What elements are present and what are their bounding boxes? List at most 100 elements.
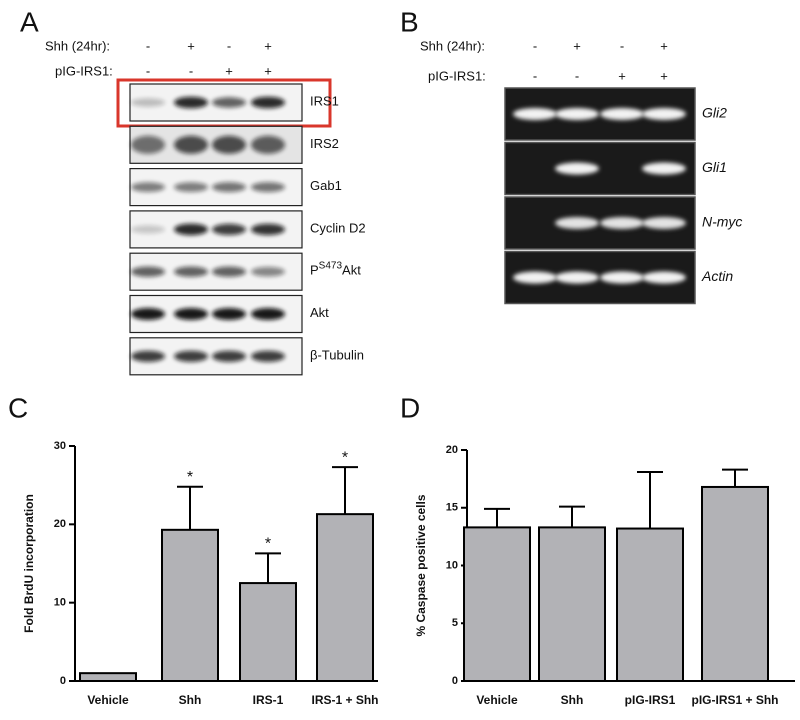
significance-marker: *: [187, 469, 193, 486]
gel-band: [555, 108, 599, 120]
blot-band: [212, 135, 246, 154]
condition-sign: +: [264, 38, 272, 53]
blot-band: [131, 266, 165, 277]
blot-band: [212, 97, 246, 108]
blot-band: [131, 135, 165, 154]
condition-sign: -: [533, 68, 537, 83]
condition-label: pIG-IRS1:: [55, 63, 113, 78]
blot-label-text: Akt: [310, 305, 329, 320]
condition-sign: +: [618, 68, 626, 83]
x-tick-label: IRS-1: [253, 693, 284, 707]
condition-sign: +: [264, 63, 272, 78]
blot-label-sup: S473: [319, 260, 343, 271]
gel-band: [600, 271, 644, 284]
blot-band: [212, 182, 246, 193]
x-tick-label: Shh: [561, 693, 584, 707]
y-tick-label: 10: [446, 559, 458, 571]
blot-band: [212, 350, 246, 362]
y-axis-label: Fold BrdU incorporation: [22, 494, 36, 633]
blot-band: [131, 225, 165, 234]
blot-band: [174, 223, 208, 236]
bar: [538, 526, 606, 683]
gel-label: N-myc: [702, 214, 742, 230]
condition-sign: +: [660, 38, 668, 53]
y-tick-label: 5: [452, 617, 458, 629]
blot-label-text: IRS2: [310, 136, 339, 151]
bar: [79, 672, 137, 683]
condition-sign: -: [146, 63, 150, 78]
blot-label: IRS2: [310, 136, 339, 151]
y-tick-label: 20: [54, 518, 66, 530]
condition-sign: -: [146, 38, 150, 53]
bar: [239, 582, 297, 682]
gel-label: Gli1: [702, 159, 727, 175]
gel-band: [555, 162, 599, 175]
panel-letter: A: [20, 6, 39, 37]
blot-band: [212, 308, 246, 320]
blot-band: [131, 308, 165, 320]
gel-band: [600, 217, 644, 229]
gel-band: [513, 271, 557, 284]
blot-label: Cyclin D2: [310, 221, 366, 236]
bar: [463, 526, 531, 683]
significance-marker: *: [265, 536, 271, 553]
gel-label: Gli2: [702, 105, 727, 121]
y-axis-label: % Caspase positive cells: [414, 494, 428, 636]
blot-band: [212, 223, 246, 235]
gel-band: [513, 108, 557, 120]
gel-band: [642, 108, 686, 120]
bar: [316, 513, 374, 683]
y-tick-label: 30: [54, 440, 66, 452]
blot-label-text: P: [310, 263, 319, 278]
condition-sign: +: [660, 68, 668, 83]
y-tick-label: 15: [446, 502, 458, 514]
blot-label-text: Cyclin D2: [310, 221, 366, 236]
blot-label-text: Gab1: [310, 179, 342, 194]
y-tick-label: 10: [54, 597, 66, 609]
condition-label: Shh (24hr):: [420, 38, 485, 53]
blot-band: [251, 135, 285, 154]
y-tick-label: 0: [452, 675, 458, 687]
condition-sign: -: [533, 38, 537, 53]
gel-band: [642, 217, 686, 229]
blot-band: [174, 96, 208, 109]
significance-marker: *: [342, 449, 348, 466]
x-tick-label: pIG-IRS1: [625, 693, 676, 707]
gel-band: [642, 162, 686, 175]
condition-sign: -: [189, 63, 193, 78]
blot-band: [251, 96, 285, 109]
blot-label: IRS1: [310, 94, 339, 109]
panel-letter: B: [400, 6, 419, 37]
bar: [701, 485, 769, 682]
condition-sign: -: [575, 68, 579, 83]
blot-band: [212, 266, 246, 277]
blot-label: Akt: [310, 305, 329, 320]
gel-band: [555, 217, 599, 229]
condition-label: Shh (24hr):: [45, 38, 110, 53]
y-tick-label: 20: [446, 444, 458, 456]
blot-band: [174, 350, 208, 362]
gel-band: [642, 271, 686, 284]
blot-band: [174, 266, 208, 277]
gel-label: Actin: [701, 268, 733, 284]
blot-band: [131, 98, 165, 107]
x-tick-label: pIG-IRS1 + Shh: [691, 693, 778, 707]
blot-band: [174, 182, 208, 193]
panel-letter: C: [8, 392, 28, 423]
blot-band: [174, 135, 208, 154]
gel-band: [600, 108, 644, 120]
blot-band: [251, 266, 285, 277]
x-tick-label: Vehicle: [476, 693, 518, 707]
blot-label: Gab1: [310, 179, 342, 194]
condition-label: pIG-IRS1:: [428, 68, 486, 83]
blot-band: [131, 182, 165, 193]
blot-label-text: IRS1: [310, 94, 339, 109]
condition-sign: -: [620, 38, 624, 53]
x-tick-label: Shh: [179, 693, 202, 707]
x-tick-label: IRS-1 + Shh: [311, 693, 378, 707]
condition-sign: -: [227, 38, 231, 53]
x-tick-label: Vehicle: [87, 693, 129, 707]
bar: [161, 528, 219, 682]
bar: [616, 527, 684, 682]
